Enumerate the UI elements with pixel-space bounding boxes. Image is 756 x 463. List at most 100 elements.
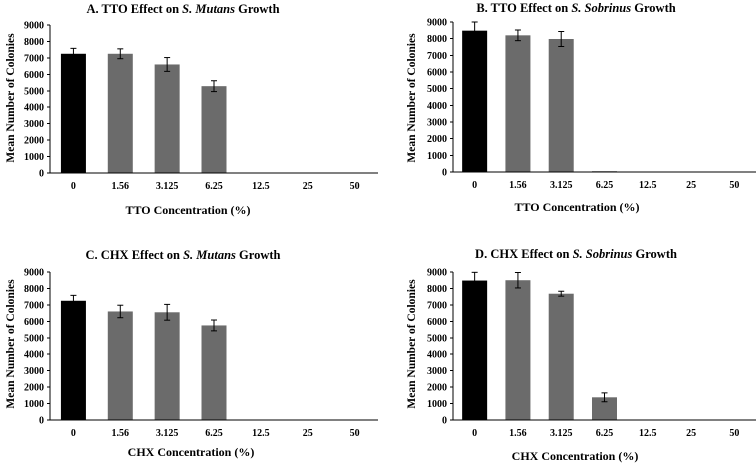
x-tick-label: 12.5 <box>252 428 270 439</box>
x-tick-label: 1.56 <box>112 181 130 192</box>
y-tick-label: 7000 <box>24 300 44 311</box>
y-tick-label: 2000 <box>427 383 447 394</box>
y-tick-label: 2000 <box>24 136 44 147</box>
x-tick-label: 6.25 <box>596 428 614 439</box>
title-suffix: Growth <box>239 248 280 262</box>
y-tick-label: 6000 <box>427 317 447 328</box>
bar <box>107 53 133 173</box>
chart-panel-c: C. CHX Effect on S. Mutans Growth 0 1000 20… <box>5 248 378 459</box>
x-tick-label: 12.5 <box>639 180 657 191</box>
x-tick-label: 0 <box>472 428 477 439</box>
bar <box>505 35 531 173</box>
bar <box>154 64 180 173</box>
x-tick-label: 0 <box>472 180 477 191</box>
title-suffix: Growth <box>636 247 677 261</box>
x-tick-label: 12.5 <box>252 181 270 192</box>
y-tick-label: 4000 <box>24 350 44 361</box>
y-tick-label: 1000 <box>427 151 447 162</box>
x-tick-label: 6.25 <box>205 181 223 192</box>
x-tick-label: 50 <box>729 428 739 439</box>
chart-title: D. CHX Effect on S. Sobrinus Growth <box>475 247 677 261</box>
y-tick-label: 9000 <box>24 21 44 32</box>
y-tick-label: 3000 <box>427 366 447 377</box>
bar <box>107 311 133 420</box>
y-tick-label: 3000 <box>24 366 44 377</box>
y-tick-label: 7000 <box>427 300 447 311</box>
x-axis-label: TTO Concentration (%) <box>514 200 639 214</box>
y-tick-label: 4000 <box>427 101 447 112</box>
y-tick-label: 1000 <box>24 399 44 410</box>
y-tick-label: 8000 <box>24 284 44 295</box>
y-axis-label: Mean Number of Colonies <box>406 279 418 409</box>
x-tick-label: 25 <box>303 181 313 192</box>
bar <box>154 312 180 420</box>
x-axis-label: CHX Concentration (%) <box>128 445 255 459</box>
bar <box>548 39 574 172</box>
y-tick-label: 9000 <box>427 18 447 29</box>
y-tick-label: 1000 <box>427 399 447 410</box>
x-tick-label: 12.5 <box>639 428 657 439</box>
bar <box>60 300 86 420</box>
title-prefix: C. CHX Effect on <box>86 248 180 262</box>
x-tick-label: 25 <box>686 428 696 439</box>
y-axis-label: Mean Number of Colonies <box>406 33 418 163</box>
x-tick-label: 50 <box>729 180 739 191</box>
x-tick-label: 25 <box>686 180 696 191</box>
bar <box>462 30 488 172</box>
y-tick-label: 4000 <box>24 103 44 114</box>
bar <box>592 397 617 420</box>
title-species: S. Sobrinus <box>573 247 633 261</box>
title-prefix: D. CHX Effect on <box>475 247 569 261</box>
bar <box>548 293 574 420</box>
y-tick-label: 0 <box>442 416 447 427</box>
title-suffix: Growth <box>634 1 675 15</box>
chart-panel-d: D. CHX Effect on S. Sobrinus Growth 0 1000… <box>406 247 756 463</box>
y-tick-label: 4000 <box>427 350 447 361</box>
x-tick-label: 50 <box>350 181 360 192</box>
title-species: S. Mutans <box>182 2 235 16</box>
x-tick-label: 6.25 <box>596 180 614 191</box>
y-tick-label: 6000 <box>24 70 44 81</box>
y-tick-label: 5000 <box>24 86 44 97</box>
title-suffix: Growth <box>238 2 279 16</box>
y-tick-label: 8000 <box>24 37 44 48</box>
title-prefix: A. TTO Effect on <box>86 2 179 16</box>
x-tick-label: 1.56 <box>112 428 130 439</box>
x-tick-label: 1.56 <box>509 428 527 439</box>
y-axis-label: Mean Number of Colonies <box>5 279 17 409</box>
y-tick-label: 0 <box>39 416 44 427</box>
x-tick-label: 1.56 <box>509 180 527 191</box>
chart-panel-b: B. TTO Effect on S. Sobrinus Growth 0 1000… <box>406 1 756 214</box>
chart-panel-a: A. TTO Effect on S. Mutans Growth 0 1000 20… <box>5 2 378 217</box>
x-tick-label: 25 <box>303 428 313 439</box>
title-species: S. Sobrinus <box>571 1 631 15</box>
y-tick-label: 8000 <box>427 34 447 45</box>
y-tick-label: 5000 <box>427 84 447 95</box>
y-axis-label: Mean Number of Colonies <box>5 33 17 163</box>
x-tick-label: 3.125 <box>550 428 573 439</box>
x-tick-label: 6.25 <box>205 428 223 439</box>
y-tick-label: 2000 <box>427 134 447 145</box>
x-tick-label: 0 <box>71 181 76 192</box>
y-tick-label: 8000 <box>427 284 447 295</box>
y-tick-label: 5000 <box>427 333 447 344</box>
x-tick-label: 3.125 <box>156 428 179 439</box>
chart-title: C. CHX Effect on S. Mutans Growth <box>86 248 281 262</box>
x-tick-label: 3.125 <box>550 180 573 191</box>
chart-title: A. TTO Effect on S. Mutans Growth <box>86 2 279 16</box>
y-tick-label: 6000 <box>427 68 447 79</box>
bar <box>60 53 86 173</box>
title-prefix: B. TTO Effect on <box>476 1 568 15</box>
y-tick-label: 2000 <box>24 383 44 394</box>
bar <box>201 86 227 173</box>
y-tick-label: 3000 <box>427 118 447 129</box>
x-axis-label: TTO Concentration (%) <box>125 203 250 217</box>
bar <box>462 280 488 420</box>
y-tick-label: 0 <box>442 168 447 179</box>
x-axis-label: CHX Concentration (%) <box>512 449 639 463</box>
y-tick-label: 5000 <box>24 333 44 344</box>
title-species: S. Mutans <box>183 248 236 262</box>
y-tick-label: 6000 <box>24 317 44 328</box>
y-tick-label: 9000 <box>24 268 44 279</box>
